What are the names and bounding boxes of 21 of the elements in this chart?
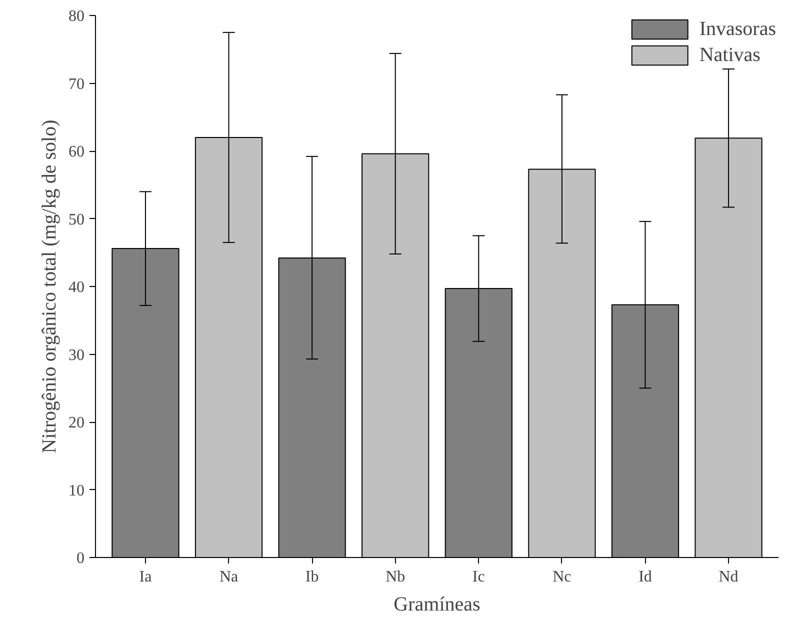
y-tick-label: 80 (68, 8, 84, 25)
x-tick-label: Nb (386, 568, 406, 586)
y-tick-label: 20 (68, 414, 84, 432)
y-tick-label: 60 (68, 144, 84, 160)
y-tick-label: 0 (76, 550, 84, 567)
y-tick-label: 40 (68, 279, 84, 296)
x-axis-title: Gramíneas (394, 594, 481, 616)
x-tick-label: Ic (472, 568, 485, 586)
y-tick-label: 50 (68, 211, 84, 228)
legend-label: Nativas (699, 44, 760, 66)
x-tick-label: Nc (552, 568, 572, 586)
y-tick-label: 10 (68, 482, 84, 500)
y-axis-title: Nitrogênio orgânico total (mg/kg de solo) (38, 120, 60, 454)
x-tick-label: Ia (139, 568, 152, 586)
x-tick-label: Ib (305, 568, 319, 586)
y-tick-label: 70 (68, 76, 84, 93)
y-tick-label: 30 (68, 346, 84, 364)
x-tick-label: Na (219, 568, 238, 586)
legend-label: Invasoras (699, 18, 776, 40)
x-tick-label: Id (638, 568, 652, 586)
x-tick-label: Nd (718, 568, 738, 586)
